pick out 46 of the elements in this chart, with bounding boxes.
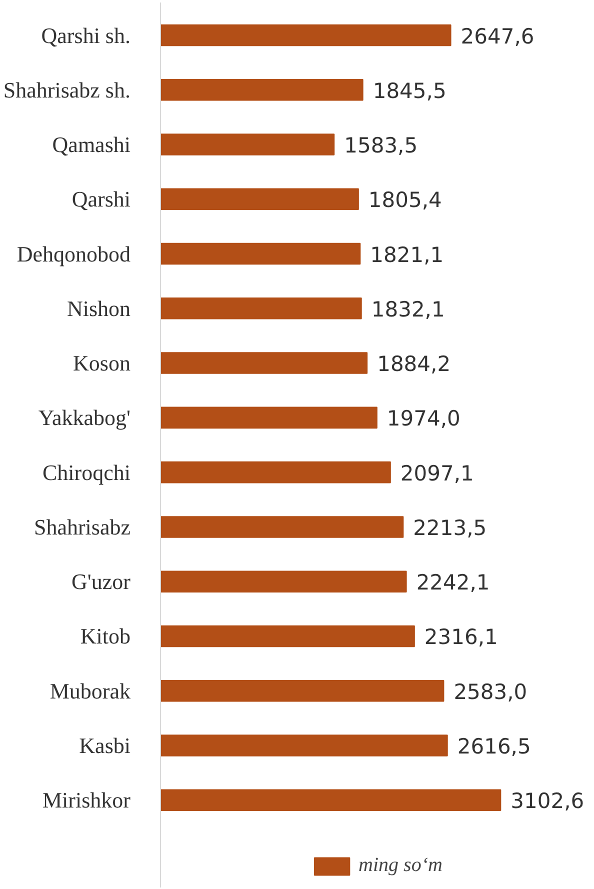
bar [160, 789, 502, 811]
data-label: 1821,1 [370, 242, 444, 267]
y-tick-label: Shahrisabz [34, 514, 131, 540]
y-tick-label: Qarshi [72, 186, 131, 212]
data-label: 2242,1 [416, 570, 490, 595]
y-tick-label: Qarshi sh. [41, 22, 131, 48]
y-tick-label: Kasbi [79, 732, 130, 758]
bar [160, 406, 378, 429]
bar [160, 352, 368, 374]
y-tick-label: Qamashi [52, 132, 130, 158]
y-tick-label: Dehqonobod [16, 241, 131, 266]
y-tick-label: Muborak [50, 678, 131, 704]
data-label: 1805,4 [368, 188, 442, 212]
y-tick-label: Kitob [80, 624, 131, 649]
bar [160, 298, 362, 320]
data-label: 1884,2 [377, 352, 451, 376]
bar [160, 570, 407, 592]
data-label: 2647,6 [460, 24, 534, 48]
data-label: 2616,5 [457, 734, 531, 758]
y-tick-label: G'uzor [72, 569, 132, 594]
data-label: 2583,0 [454, 680, 528, 704]
bar [160, 24, 452, 46]
bar [160, 242, 361, 265]
bar [160, 734, 448, 756]
bar [160, 461, 391, 484]
data-label: 2097,1 [400, 461, 474, 486]
y-tick-label: Yakkabog' [38, 405, 131, 430]
data-label: 2213,5 [413, 516, 487, 540]
data-label: 2316,1 [424, 625, 498, 650]
y-tick-label: Koson [73, 350, 131, 376]
data-label: 3102,6 [510, 789, 584, 814]
bar [160, 625, 415, 648]
legend-label: ming so‘m [358, 854, 442, 877]
y-tick-label: Mirishkor [42, 788, 132, 813]
data-label: 1832,1 [371, 297, 445, 322]
data-label: 1845,5 [372, 78, 446, 103]
y-tick-label: Nishon [66, 296, 130, 321]
bar [160, 134, 335, 156]
data-label: 1974,0 [386, 406, 460, 431]
bar [160, 680, 444, 702]
y-tick-label: Chiroqchi [42, 460, 131, 485]
y-tick-label: Shahrisabz sh. [3, 77, 131, 102]
bar [160, 188, 359, 210]
bar [160, 516, 404, 538]
bar [160, 79, 364, 101]
data-label: 1583,5 [344, 134, 418, 158]
